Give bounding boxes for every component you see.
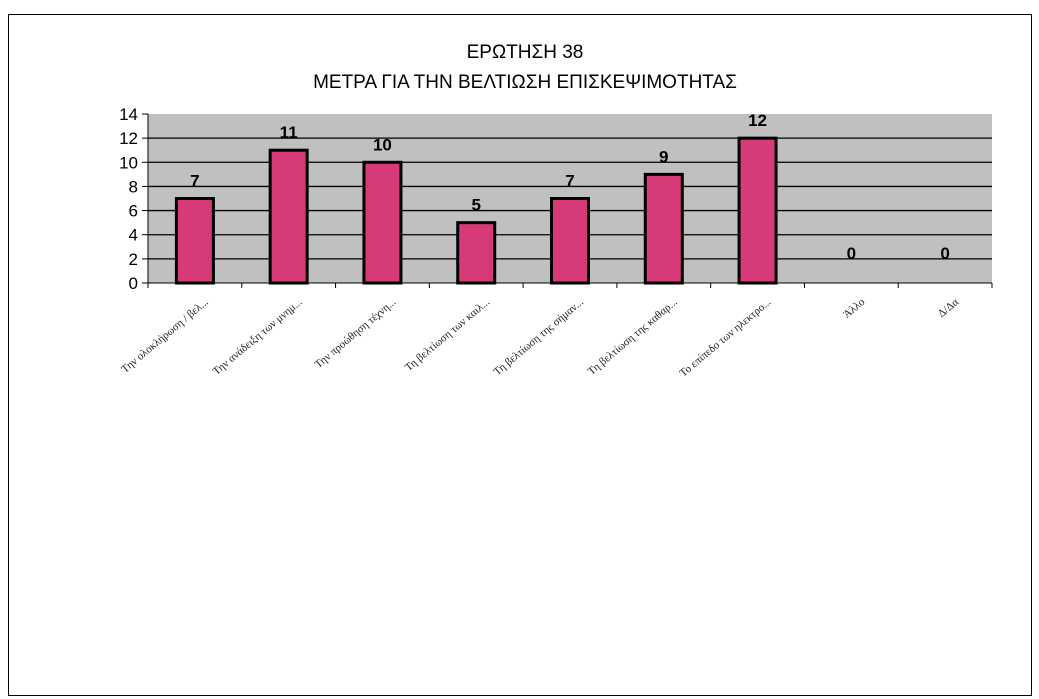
bar-2 <box>362 160 403 285</box>
chart-title: ΕΡΩΤΗΣΗ 38 <box>467 42 584 63</box>
x-category-label-0: Την ολοκλήρωση / βελ... <box>119 296 211 376</box>
x-axis-labels: Την ολοκλήρωση / βελ... Την ανάδειξη των … <box>119 296 961 380</box>
bar-0 <box>174 197 215 285</box>
y-tick-label-12: 12 <box>119 129 138 148</box>
x-category-label-4: Τη βελτίωση της σήμαν... <box>491 296 586 378</box>
data-label-7: 0 <box>847 244 856 263</box>
x-category-label-1: Την ανάδειξη των μνημ... <box>211 296 305 378</box>
bar-4 <box>550 197 590 285</box>
y-tick-label-6: 6 <box>129 202 138 221</box>
y-tick-label-10: 10 <box>119 153 138 172</box>
y-tick-label-0: 0 <box>129 274 138 293</box>
bar-5 <box>643 172 684 285</box>
data-label-1: 11 <box>280 123 298 142</box>
data-label-8: 0 <box>940 244 949 263</box>
data-label-6: 12 <box>748 111 767 130</box>
y-tick-label-2: 2 <box>129 250 138 269</box>
bar-3 <box>456 221 497 285</box>
bars <box>174 136 778 285</box>
bar-1 <box>268 148 309 285</box>
x-category-label-2: Την προώθηση τέχνη... <box>313 296 399 371</box>
data-label-2: 10 <box>373 135 392 154</box>
x-category-label-6: Το επίπεδο των ηλεκτρο... <box>677 296 773 379</box>
data-label-5: 9 <box>659 147 668 166</box>
y-tick-label-4: 4 <box>129 226 138 245</box>
y-tick-label-8: 8 <box>129 177 138 196</box>
x-category-label-7: Άλλο <box>841 296 868 321</box>
x-category-label-3: Τη βελτίωση των καιλ... <box>403 296 493 374</box>
chart-subtitle: ΜΕΤΡΑ ΓΙΑ ΤΗΝ ΒΕΛΤΙΩΣΗ ΕΠΙΣΚΕΨΙΜΟΤΗΤΑΣ <box>313 72 737 93</box>
data-label-4: 7 <box>565 172 574 191</box>
y-tick-label-14: 14 <box>119 105 138 124</box>
data-label-3: 5 <box>471 196 480 215</box>
x-category-label-5: Τη βελτίωση της καθαρ... <box>586 296 680 378</box>
data-label-0: 7 <box>190 172 199 191</box>
bar-6 <box>737 136 778 285</box>
x-category-label-8: Δ/Δα <box>936 296 961 320</box>
data-labels: 7 11 10 5 7 9 12 0 0 <box>190 111 950 263</box>
